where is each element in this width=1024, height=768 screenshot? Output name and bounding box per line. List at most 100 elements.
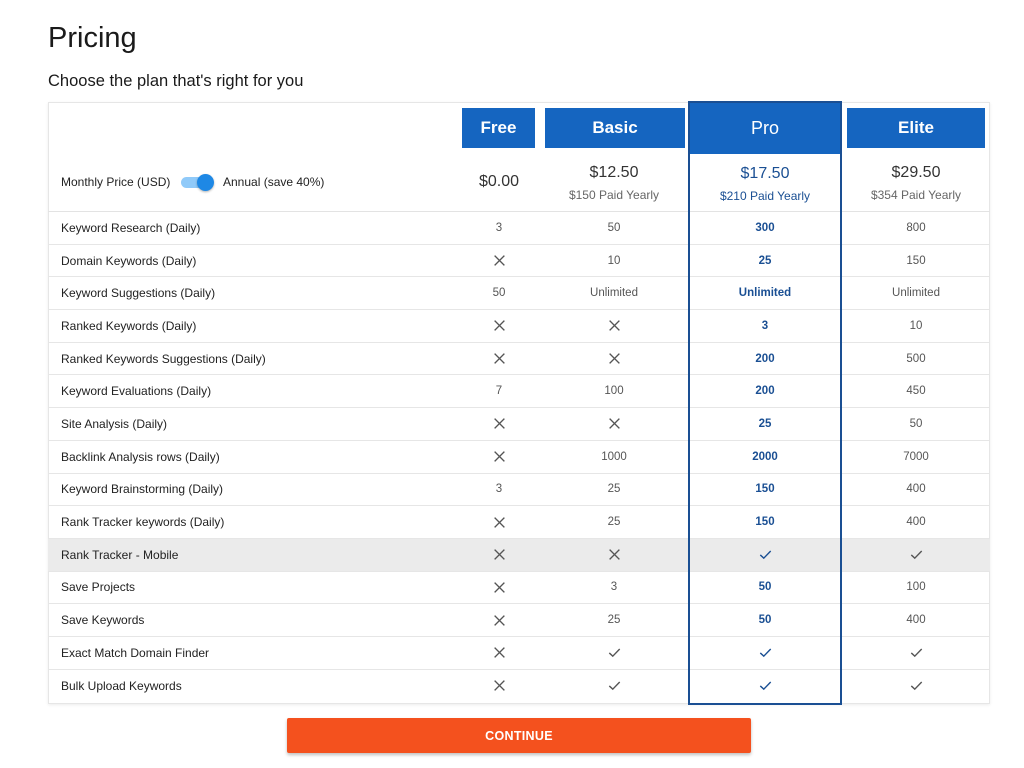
close-icon	[539, 408, 689, 440]
plan-name-free: Free	[480, 118, 517, 137]
feature-value-basic: 25	[607, 614, 621, 627]
close-icon	[424, 604, 574, 636]
price-row	[48, 150, 990, 212]
feature-name: Keyword Evaluations (Daily)	[61, 384, 212, 399]
feature-row: Rank Tracker - Mobile	[48, 538, 991, 572]
feature-name: Bulk Upload Keywords	[61, 678, 182, 693]
plan-header-free[interactable]: Free	[462, 108, 535, 148]
feature-name: Keyword Suggestions (Daily)	[61, 286, 216, 301]
feature-value-elite: 150	[906, 254, 926, 267]
close-icon	[424, 310, 574, 342]
feature-name: Site Analysis (Daily)	[61, 416, 168, 431]
feature-value-pro: 300	[755, 221, 775, 234]
close-icon	[424, 441, 574, 473]
feature-name: Domain Keywords (Daily)	[61, 253, 197, 268]
feature-row: Rank Tracker keywords (Daily) 25 150 400	[48, 506, 990, 539]
feature-name: Ranked Keywords (Daily)	[61, 318, 197, 333]
feature-value-elite: 50	[909, 417, 923, 430]
feature-value-elite: 10	[909, 319, 923, 332]
close-icon	[424, 670, 574, 703]
feature-value-pro: 200	[755, 352, 775, 365]
plan-header-pro[interactable]: Pro	[689, 102, 841, 154]
annual-price-label: Annual (save 40%)	[223, 175, 325, 189]
feature-name: Keyword Research (Daily)	[61, 220, 201, 235]
check-icon	[690, 670, 840, 703]
close-icon	[424, 245, 574, 277]
toggle-knob	[197, 174, 214, 191]
page-title: Pricing	[48, 22, 137, 54]
feature-row: Domain Keywords (Daily) 10 25 150	[48, 245, 990, 278]
feature-value-pro: 150	[755, 516, 775, 529]
feature-row: Keyword Brainstorming (Daily) 3 25 150 400	[48, 474, 990, 507]
close-icon	[424, 539, 574, 571]
feature-value-pro: 200	[755, 385, 775, 398]
feature-value-pro: 3	[761, 319, 769, 332]
feature-row: Backlink Analysis rows (Daily) 1000 2000 70…	[48, 441, 990, 474]
feature-value-basic: 25	[607, 483, 621, 496]
billed-basic: $150 Paid Yearly	[568, 188, 660, 202]
feature-rows: Keyword Research (Daily) 3 50 300 800 Domain …	[48, 212, 990, 702]
feature-value-basic: 1000	[601, 450, 627, 463]
price-free: $0.00	[478, 173, 520, 190]
close-icon	[539, 343, 689, 375]
feature-value-basic: 50	[607, 221, 621, 234]
feature-value-elite: 7000	[903, 450, 929, 463]
feature-name: Rank Tracker keywords (Daily)	[61, 515, 225, 530]
feature-value-pro: 50	[758, 581, 772, 594]
feature-row: Save Projects 3 50 100	[48, 572, 990, 605]
feature-row: Site Analysis (Daily) 25 50	[48, 408, 990, 441]
feature-value-basic: 3	[610, 581, 618, 594]
check-icon	[841, 539, 991, 571]
feature-value-elite: 400	[906, 516, 926, 529]
feature-value-elite: 400	[906, 483, 926, 496]
billed-elite: $354 Paid Yearly	[870, 188, 962, 202]
plan-header-elite[interactable]: Elite	[847, 108, 985, 148]
feature-row: Keyword Research (Daily) 3 50 300 800	[48, 212, 990, 245]
feature-value-pro: 25	[758, 254, 772, 267]
price-elite: $29.50	[891, 164, 941, 181]
price-pro: $17.50	[740, 165, 790, 182]
feature-name: Ranked Keywords Suggestions (Daily)	[61, 351, 266, 366]
page-subtitle: Choose the plan that's right for you	[48, 72, 304, 90]
billing-toggle[interactable]	[181, 174, 214, 191]
feature-row: Ranked Keywords Suggestions (Daily) 200 50…	[48, 343, 990, 376]
check-icon	[690, 637, 840, 669]
feature-name: Exact Match Domain Finder	[61, 645, 210, 660]
feature-name: Save Projects	[61, 580, 136, 595]
plan-name-elite: Elite	[898, 118, 934, 137]
feature-value-basic: 10	[607, 254, 621, 267]
check-icon	[841, 637, 991, 669]
feature-value-elite: 800	[906, 221, 926, 234]
billed-pro: $210 Paid Yearly	[719, 189, 811, 203]
continue-button[interactable]: CONTINUE	[287, 718, 751, 753]
check-icon	[539, 670, 689, 703]
feature-name: Keyword Brainstorming (Daily)	[61, 482, 224, 497]
plan-header-basic[interactable]: Basic	[545, 108, 685, 148]
close-icon	[539, 310, 689, 342]
feature-value-elite: Unlimited	[892, 287, 940, 300]
feature-name: Rank Tracker - Mobile	[61, 547, 179, 562]
feature-value-pro: 50	[758, 614, 772, 627]
feature-row: Bulk Upload Keywords	[48, 670, 990, 703]
check-icon	[690, 539, 840, 571]
feature-value-elite: 450	[906, 385, 926, 398]
feature-row: Ranked Keywords (Daily) 3 10	[48, 310, 990, 343]
close-icon	[424, 572, 574, 604]
feature-value-elite: 100	[906, 581, 926, 594]
feature-value-free: 7	[495, 385, 503, 398]
price-basic: $12.50	[589, 164, 639, 181]
feature-value-elite: 500	[906, 352, 926, 365]
feature-name: Save Keywords	[61, 613, 145, 628]
feature-row: Keyword Evaluations (Daily) 7 100 200 450	[48, 375, 990, 409]
feature-value-pro: Unlimited	[738, 287, 792, 300]
feature-value-free: 3	[495, 483, 503, 496]
close-icon	[424, 506, 574, 538]
plan-name-pro: Pro	[750, 117, 779, 138]
feature-value-free: 3	[495, 221, 503, 234]
close-icon	[424, 343, 574, 375]
feature-name: Backlink Analysis rows (Daily)	[61, 449, 220, 464]
feature-value-basic: Unlimited	[590, 287, 638, 300]
feature-value-pro: 150	[755, 483, 775, 496]
feature-value-free: 50	[492, 287, 506, 300]
check-icon	[539, 637, 689, 669]
